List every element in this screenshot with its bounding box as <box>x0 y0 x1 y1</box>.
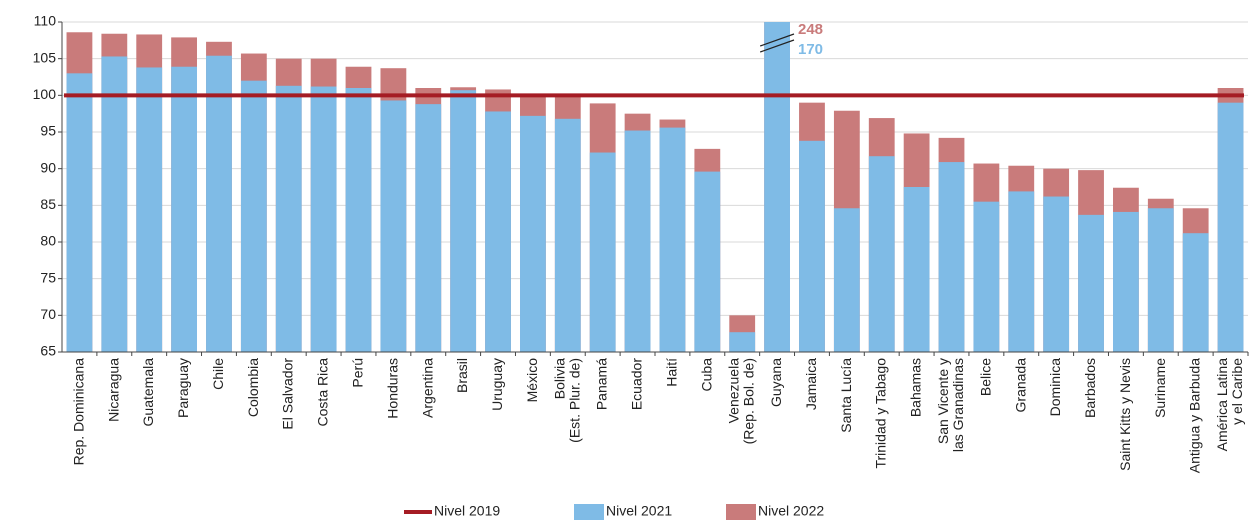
x-tick-label: Ecuador <box>628 358 644 410</box>
x-tick-label: Bahamas <box>907 358 923 417</box>
bar <box>659 127 686 352</box>
bar <box>729 332 756 352</box>
bar <box>1182 233 1209 352</box>
break-mark <box>759 33 795 47</box>
x-tick-label: Brasil <box>454 358 470 393</box>
bar <box>310 86 337 352</box>
bar <box>1008 191 1035 352</box>
y-tick-label: 75 <box>40 269 56 285</box>
x-tick-label: Guyana <box>768 358 784 407</box>
x-tick-label: Guatemala <box>140 358 156 427</box>
bar <box>1113 211 1139 352</box>
x-tick-label: Barbados <box>1082 358 1098 418</box>
x-tick-label: Cuba <box>698 358 714 392</box>
x-tick-label: México <box>524 358 540 403</box>
x-tick-label: Venezuela(Rep. Bol. de) <box>725 358 756 445</box>
bar <box>1043 196 1070 352</box>
bars <box>66 22 1244 352</box>
bar <box>833 208 860 352</box>
x-tick-label: Honduras <box>384 358 400 419</box>
bar <box>764 22 790 352</box>
x-tick-label: Trinidad y Tabago <box>872 358 888 469</box>
x-tick-label: San Vicente ylas Granadinas <box>935 358 966 452</box>
x-tick-label: Chile <box>210 358 226 390</box>
x-tick-label: Costa Rica <box>314 358 330 427</box>
y-tick-label: 65 <box>40 343 56 359</box>
y-tick-label: 85 <box>40 196 56 212</box>
x-tick-label: Saint Kitts y Nevis <box>1117 358 1133 471</box>
y-tick-label: 110 <box>34 13 57 29</box>
x-tick-label: América Latinay el Caribe <box>1214 358 1245 452</box>
x-tick-label: Colombia <box>245 358 261 417</box>
bar <box>799 140 825 352</box>
bar <box>101 56 128 352</box>
y-tick-label: 100 <box>33 86 57 102</box>
bar <box>240 80 267 352</box>
x-tick-label: Panamá <box>593 358 609 410</box>
bar <box>345 88 372 352</box>
x-tick-label: Dominica <box>1047 358 1063 417</box>
bar <box>136 67 163 352</box>
legend-label: Nivel 2021 <box>606 503 672 519</box>
x-tick-label: Santa Lucía <box>838 358 854 433</box>
x-tick-label: Jamaica <box>803 358 819 410</box>
bar <box>380 100 407 352</box>
bar <box>589 152 616 352</box>
bar <box>171 66 197 352</box>
bar <box>973 201 1000 352</box>
x-tick-label: Paraguay <box>175 358 191 418</box>
break-mark <box>759 39 795 53</box>
x-tick-label: Uruguay <box>489 358 505 411</box>
bar <box>938 162 965 352</box>
value-label: 248 <box>798 21 823 38</box>
bar <box>415 104 442 352</box>
bar <box>694 171 721 352</box>
bar <box>275 85 302 352</box>
bar <box>554 118 581 352</box>
bar <box>903 187 930 352</box>
bar <box>1147 208 1174 352</box>
x-tick-label: Perú <box>349 358 365 388</box>
x-tick-label: Nicaragua <box>105 358 121 422</box>
y-tick-label: 90 <box>40 159 56 175</box>
bar <box>1217 102 1244 352</box>
x-tick-label: Rep. Dominicana <box>70 358 86 466</box>
bar <box>624 130 651 352</box>
x-tick-label: Argentina <box>419 358 435 418</box>
legend-label: Nivel 2019 <box>434 503 500 519</box>
bar <box>206 55 232 352</box>
legend-swatch <box>726 504 756 520</box>
x-tick-label: Bolivia(Est. Plur. de) <box>551 358 582 443</box>
legend-swatch <box>574 504 604 520</box>
x-tick-label: Granada <box>1012 358 1028 413</box>
x-tick-label: Antigua y Barbuda <box>1186 358 1202 473</box>
bar <box>485 111 511 352</box>
value-label: 170 <box>798 41 823 58</box>
y-tick-label: 70 <box>40 306 56 322</box>
x-tick-label: Suriname <box>1151 358 1167 418</box>
bar <box>520 115 546 352</box>
x-tick-label: El Salvador <box>279 358 295 430</box>
x-tick-label: Haití <box>663 358 679 387</box>
y-tick-label: 105 <box>33 49 57 65</box>
bar <box>1078 214 1104 352</box>
bar <box>66 73 93 352</box>
bar <box>450 90 477 352</box>
y-tick-label: 80 <box>40 233 56 249</box>
legend-label: Nivel 2022 <box>758 503 824 519</box>
bar <box>868 156 895 352</box>
y-tick-label: 95 <box>40 123 56 139</box>
x-tick-label: Belice <box>977 358 993 396</box>
